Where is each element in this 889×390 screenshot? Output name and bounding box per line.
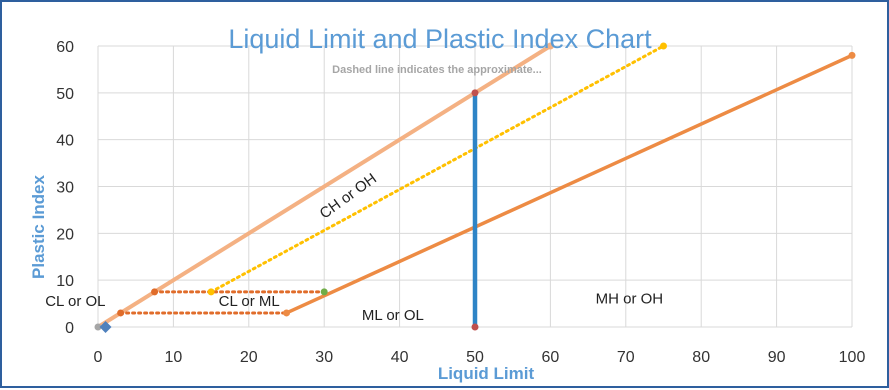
zone-label-3: ML or OL [362, 307, 424, 324]
y-tick-label-4: 40 [56, 133, 74, 150]
marker-1 [546, 42, 554, 50]
zone-label-1: CL or ML [219, 293, 280, 310]
x-tick-label-0: 0 [94, 349, 103, 366]
x-axis-label: Liquid Limit [438, 364, 535, 383]
marker-0 [94, 323, 102, 331]
marker-4 [207, 288, 215, 296]
chart-subtitle: Dashed line indicates the approximate... [332, 64, 542, 76]
y-axis-label: Plastic Index [29, 174, 48, 278]
series-line-1 [285, 53, 853, 315]
marker-10 [117, 309, 125, 317]
x-tick-label-6: 60 [542, 349, 560, 366]
tick-labels: 0 10 20 30 40 50 60 70 80 90 100 0 10 20 30 40 50 60 [56, 39, 865, 366]
zone-label-2: CL or OL [45, 293, 105, 310]
x-tick-label-2: 20 [240, 349, 258, 366]
y-tick-label-5: 50 [56, 86, 74, 103]
x-tick-label-7: 70 [617, 349, 635, 366]
x-tick-label-8: 80 [692, 349, 710, 366]
y-tick-label-3: 30 [56, 180, 74, 197]
marker-7 [471, 89, 479, 97]
marker-6 [471, 323, 479, 331]
marker-2 [283, 309, 290, 317]
y-tick-label-1: 10 [56, 273, 74, 290]
marker-5 [660, 42, 667, 50]
y-tick-label-2: 20 [56, 226, 74, 243]
x-tick-label-10: 100 [839, 349, 866, 366]
chart-title: Liquid Limit and Plastic Index Chart [228, 24, 652, 54]
marker-3 [848, 51, 856, 59]
zone-label-4: MH or OH [596, 291, 664, 308]
x-tick-label-4: 40 [391, 349, 409, 366]
marker-9 [320, 288, 328, 296]
series-line-2 [209, 44, 665, 294]
x-tick-label-1: 10 [165, 349, 183, 366]
y-tick-label-0: 0 [65, 320, 74, 337]
x-tick-label-5: 50 [466, 349, 484, 366]
y-tick-label-6: 60 [56, 39, 74, 56]
marker-8 [151, 288, 159, 296]
zone-label-0: CH or OH [317, 170, 380, 222]
marker-11 [99, 321, 112, 333]
data-markers [94, 42, 856, 333]
x-tick-label-9: 90 [768, 349, 786, 366]
x-tick-label-3: 30 [315, 349, 333, 366]
